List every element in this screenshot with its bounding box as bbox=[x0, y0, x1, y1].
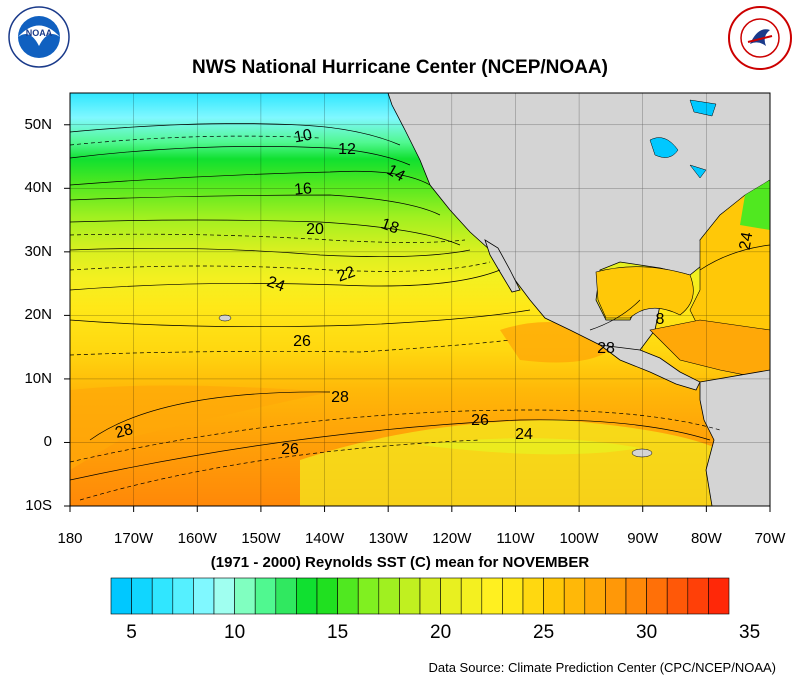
lat-tick-label: 50N bbox=[24, 115, 52, 133]
contour-label: 14 bbox=[384, 162, 408, 186]
contour-label: 26 bbox=[471, 412, 489, 429]
colorbar-swatch bbox=[234, 577, 256, 615]
lon-tick-label: 70W bbox=[754, 530, 786, 547]
contour-label: 18 bbox=[379, 215, 402, 237]
contour-label: 24 bbox=[737, 231, 757, 252]
lon-tick-label: 100W bbox=[559, 530, 599, 547]
colorbar-swatch bbox=[481, 577, 503, 615]
colorbar-swatch bbox=[193, 577, 215, 615]
contour-label: 24 bbox=[265, 273, 288, 295]
lon-tick-label: 160W bbox=[177, 530, 217, 547]
colorbar-swatch bbox=[625, 577, 647, 615]
contour-label: 8 bbox=[656, 311, 665, 328]
colorbar-swatch bbox=[543, 577, 565, 615]
contour-label: 26 bbox=[293, 333, 311, 350]
colorbar-label: 25 bbox=[533, 622, 555, 643]
colorbar-swatch bbox=[666, 577, 689, 615]
contour-label: 10 bbox=[293, 127, 314, 147]
south-america-land bbox=[699, 369, 770, 506]
contour-label: 28 bbox=[113, 421, 135, 442]
colorbar-swatch bbox=[522, 577, 544, 615]
hawaii bbox=[218, 314, 232, 322]
page-title: NWS National Hurricane Center (NCEP/NOAA… bbox=[192, 57, 608, 78]
colorbar-label: 5 bbox=[126, 622, 137, 643]
contour-label: 16 bbox=[293, 180, 312, 198]
colorbar-swatch bbox=[337, 577, 359, 615]
contour-label: 28 bbox=[331, 389, 349, 406]
colorbar-label: 35 bbox=[739, 622, 761, 643]
colorbar-swatch bbox=[275, 577, 297, 615]
colorbar-swatch bbox=[584, 577, 606, 615]
contour-label: 26 bbox=[281, 441, 299, 458]
colorbar-swatch bbox=[605, 577, 627, 615]
nws-logo bbox=[728, 6, 792, 70]
colorbar-label: 10 bbox=[224, 622, 246, 643]
colorbar-swatch bbox=[357, 577, 380, 615]
lon-tick-label: 110W bbox=[496, 530, 535, 547]
colorbar-swatch bbox=[151, 577, 174, 615]
caribbean bbox=[649, 319, 770, 381]
colorbar-swatch bbox=[708, 577, 730, 615]
lon-tick-label: 150W bbox=[241, 530, 281, 547]
colorbar-swatch bbox=[296, 577, 318, 615]
colorbar-swatch bbox=[110, 577, 132, 615]
atlantic-north bbox=[740, 180, 770, 230]
lon-tick-label: 130W bbox=[368, 530, 408, 547]
lon-tick-label: 170W bbox=[114, 530, 154, 547]
colorbar-swatch bbox=[254, 577, 277, 615]
equatorial-tongue bbox=[300, 420, 720, 506]
contour-label: 12 bbox=[338, 141, 356, 158]
contour-label: 22 bbox=[335, 263, 358, 285]
colorbar-label: 30 bbox=[636, 622, 658, 643]
colorbar-swatch bbox=[460, 577, 483, 615]
map-subtitle: (1971 - 2000) Reynolds SST (C) mean for … bbox=[210, 554, 590, 571]
lon-tick-label: 140W bbox=[304, 530, 345, 547]
lat-tick-label: 0 bbox=[43, 433, 52, 451]
lat-tick-label: 10N bbox=[24, 369, 52, 387]
gulf-of-mexico bbox=[595, 266, 694, 319]
contour-label: 24 bbox=[515, 426, 533, 443]
colorbar-swatch bbox=[213, 577, 235, 615]
lon-tick-label: 80W bbox=[690, 530, 722, 547]
colorbar-swatch bbox=[172, 577, 194, 615]
western-warm-pool bbox=[70, 385, 330, 470]
lat-tick-label: 10S bbox=[25, 497, 52, 514]
lon-tick-label: 90W bbox=[627, 530, 659, 547]
svg-text:NOAA: NOAA bbox=[26, 28, 53, 38]
lon-tick-label: 120W bbox=[432, 530, 472, 547]
colorbar-swatch bbox=[131, 577, 153, 615]
data-source: Data Source: Climate Prediction Center (… bbox=[428, 660, 776, 675]
colorbar-swatch bbox=[687, 577, 709, 615]
colorbar-swatch bbox=[316, 577, 338, 615]
colorbar-swatch bbox=[399, 577, 421, 615]
contour-label: 28 bbox=[597, 340, 615, 357]
lat-tick-label: 40N bbox=[24, 179, 52, 197]
lat-tick-label: 30N bbox=[24, 242, 52, 260]
great-lakes bbox=[649, 99, 717, 179]
lon-tick-label: 180 bbox=[57, 530, 83, 547]
contour-label: 20 bbox=[306, 221, 324, 238]
colorbar-swatch bbox=[419, 577, 441, 615]
noaa-logo: NOAA bbox=[8, 6, 70, 68]
colorbar-swatch bbox=[502, 577, 524, 615]
colorbar-swatch bbox=[378, 577, 400, 615]
lat-tick-label: 20N bbox=[24, 306, 52, 324]
colorbar-swatch bbox=[646, 577, 668, 615]
colorbar-label: 15 bbox=[327, 622, 349, 643]
colorbar-swatch bbox=[563, 577, 586, 615]
colorbar-swatch bbox=[440, 577, 462, 615]
colorbar-label: 20 bbox=[430, 622, 452, 643]
